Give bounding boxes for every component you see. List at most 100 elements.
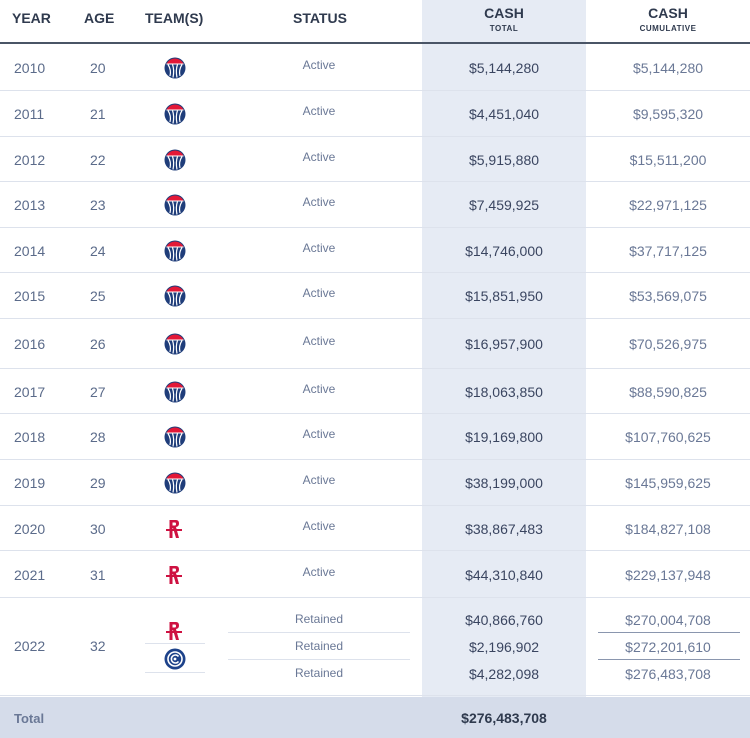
row-status: Active [302, 241, 336, 255]
header-cash-total-sub: TOTAL [489, 24, 519, 33]
row-status: Active [302, 286, 336, 300]
row-cash-total: $44,310,840 [465, 567, 543, 583]
row-cash-total: $4,282,098 [468, 666, 540, 682]
row-age: 23 [90, 197, 106, 213]
row-cash-cumulative: $70,526,975 [629, 336, 707, 352]
row-cash-total: $5,915,880 [468, 152, 540, 168]
row-cash-total: $4,451,040 [468, 106, 540, 122]
row-cash-cumulative: $22,971,125 [629, 197, 707, 213]
wizards-logo-icon [164, 472, 186, 494]
row-age: 27 [90, 384, 106, 400]
wizards-logo-icon [164, 285, 186, 307]
row-cash-total: $19,169,800 [465, 429, 543, 445]
row-cash-cumulative: $5,144,280 [632, 60, 704, 76]
table-row: 2014 24 Active $14,746,000 $37,717,125 [0, 228, 750, 273]
row-cash-cumulative: $53,569,075 [629, 288, 707, 304]
row-cash-cumulative: $272,201,610 [625, 639, 711, 655]
row-status: Active [302, 104, 336, 118]
row-age: 31 [90, 567, 106, 583]
table-row: 2017 27 Active $18,063,850 $88,590,825 [0, 369, 750, 414]
row-status: Active [302, 382, 336, 396]
row-status: Retained [294, 612, 344, 626]
rockets-logo-icon [164, 564, 184, 586]
row-year: 2010 [14, 60, 46, 76]
header-cash-cumulative[interactable]: CASH CUMULATIVE [586, 5, 750, 33]
table-row: 2016 26 Active $16,957,900 $70,526,975 [0, 319, 750, 369]
table-row: 2019 29 Active $38,199,000 $145,959,625 [0, 460, 750, 506]
row-status: Active [302, 473, 336, 487]
row-year: 2014 [14, 243, 46, 259]
row-cash-total: $2,196,902 [468, 639, 540, 655]
rockets-logo-icon [164, 518, 184, 540]
row-cash-cumulative: $184,827,108 [625, 521, 711, 537]
wizards-logo-icon [164, 103, 186, 125]
header-teams[interactable]: TEAM(S) [145, 10, 204, 26]
header-cash-total-label: CASH [484, 5, 524, 21]
row-cash-total: $5,144,280 [468, 60, 540, 76]
wizards-logo-icon [164, 149, 186, 171]
row-status: Active [302, 565, 336, 579]
table-row: 2021 31 Active $44,310,840 $229,137,948 [0, 551, 750, 598]
wizards-logo-icon [164, 240, 186, 262]
row-status: Active [302, 150, 336, 164]
header-cash-total[interactable]: CASH TOTAL [422, 5, 586, 33]
status-divider [228, 659, 410, 660]
row-year: 2012 [14, 152, 46, 168]
footer-cash-total: $276,483,708 [461, 710, 547, 726]
row-age: 22 [90, 152, 106, 168]
row-year: 2015 [14, 288, 46, 304]
row-cash-cumulative: $270,004,708 [625, 612, 711, 628]
row-year: 2017 [14, 384, 46, 400]
table-row-2022: 2022 32 Retained Retained Retained $40,8… [0, 598, 750, 696]
row-year: 2018 [14, 429, 46, 445]
row-cash-cumulative: $229,137,948 [625, 567, 711, 583]
team-divider [145, 643, 205, 644]
row-status: Retained [294, 639, 344, 653]
header-year[interactable]: YEAR [12, 10, 51, 26]
row-year: 2011 [14, 106, 45, 122]
row-status: Active [302, 519, 336, 533]
row-cash-cumulative: $145,959,625 [625, 475, 711, 491]
row-cash-cumulative: $276,483,708 [625, 666, 711, 682]
row-year: 2019 [14, 475, 46, 491]
row-cash-total: $40,866,760 [465, 612, 543, 628]
cumulative-divider [598, 632, 740, 633]
row-cash-total: $38,199,000 [465, 475, 543, 491]
table-row: 2011 21 Active $4,451,040 $9,595,320 [0, 91, 750, 137]
row-age: 29 [90, 475, 106, 491]
row-year: 2016 [14, 336, 46, 352]
row-cash-total: $16,957,900 [465, 336, 543, 352]
wizards-logo-icon [164, 426, 186, 448]
row-age: 25 [90, 288, 106, 304]
row-age: 28 [90, 429, 106, 445]
table-row: 2013 23 Active $7,459,925 $22,971,125 [0, 182, 750, 228]
status-divider [228, 632, 410, 633]
row-cash-total: $15,851,950 [465, 288, 543, 304]
table-row: 2018 28 Active $19,169,800 $107,760,625 [0, 414, 750, 460]
wizards-logo-icon [164, 333, 186, 355]
header-age[interactable]: AGE [84, 10, 115, 26]
table-row: 2015 25 Active $15,851,950 $53,569,075 [0, 273, 750, 319]
row-age: 30 [90, 521, 106, 537]
header-status[interactable]: STATUS [293, 10, 347, 26]
row-status: Retained [294, 666, 344, 680]
row-status: Active [302, 427, 336, 441]
table-footer: Total $276,483,708 [0, 697, 750, 738]
wizards-logo-icon [164, 381, 186, 403]
wizards-logo-icon [164, 57, 186, 79]
row-cash-total: $38,867,483 [465, 521, 543, 537]
table-row: 2020 30 Active $38,867,483 $184,827,108 [0, 506, 750, 551]
clippers-logo-icon [164, 648, 186, 670]
row-age: 21 [90, 106, 106, 122]
wizards-logo-icon [164, 194, 186, 216]
row-status: Active [302, 195, 336, 209]
row-status: Active [302, 58, 336, 72]
row-cash-total: $7,459,925 [468, 197, 540, 213]
row-year: 2020 [14, 521, 46, 537]
row-cash-cumulative: $9,595,320 [632, 106, 704, 122]
row-age: 24 [90, 243, 106, 259]
row-age: 20 [90, 60, 106, 76]
row-year: 2013 [14, 197, 46, 213]
row-year: 2022 [14, 638, 46, 654]
row-cash-cumulative: $88,590,825 [629, 384, 707, 400]
